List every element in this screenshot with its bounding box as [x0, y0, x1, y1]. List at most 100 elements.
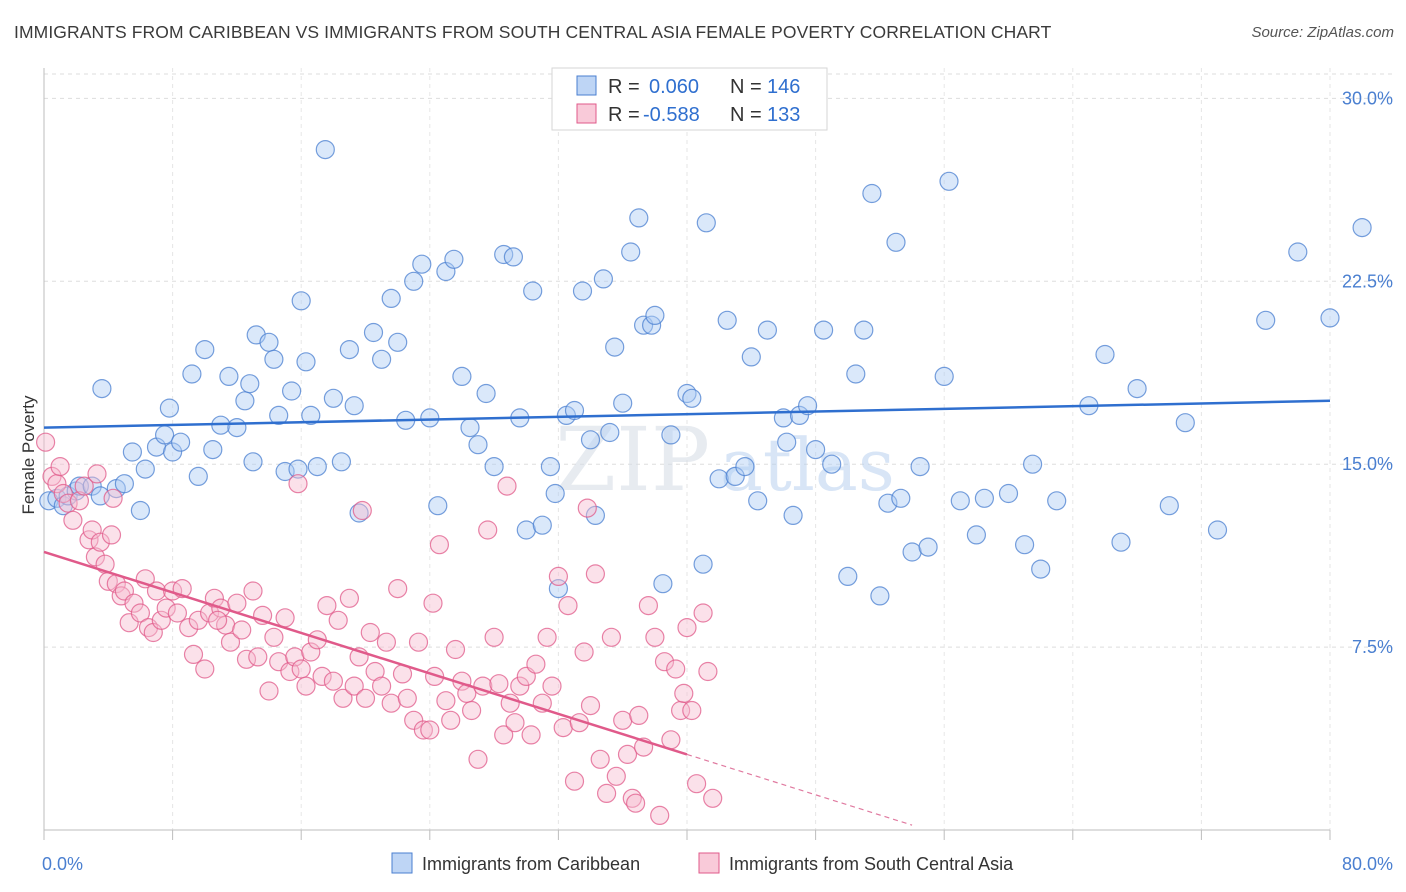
data-point	[510, 676, 530, 696]
data-point	[291, 291, 311, 311]
data-point	[542, 676, 562, 696]
legend-bottom: Immigrants from Caribbean Immigrants fro…	[391, 852, 1014, 874]
data-point	[813, 320, 834, 340]
data-point	[1320, 308, 1340, 328]
data-point	[1047, 491, 1067, 511]
data-point	[436, 691, 456, 711]
axes	[43, 68, 1331, 840]
data-point	[974, 488, 995, 508]
data-point	[428, 496, 448, 516]
data-point	[650, 805, 670, 826]
grid-lines	[43, 68, 1392, 830]
data-point	[381, 288, 401, 308]
data-point	[182, 364, 202, 384]
data-point	[580, 430, 601, 450]
data-point	[248, 647, 268, 667]
data-point	[243, 452, 263, 472]
y-tick-label: 22.5%	[1342, 271, 1393, 291]
data-point	[939, 171, 959, 191]
data-point	[1256, 310, 1276, 330]
data-point	[264, 349, 284, 369]
data-point	[545, 483, 565, 504]
data-point	[918, 537, 938, 557]
data-point	[540, 457, 561, 477]
data-point	[404, 271, 424, 291]
data-point	[613, 393, 633, 413]
data-point	[593, 269, 614, 289]
data-point	[654, 652, 675, 672]
data-point	[870, 586, 890, 606]
data-point	[998, 483, 1019, 504]
data-point	[553, 717, 573, 738]
data-point	[441, 710, 461, 730]
data-point	[259, 681, 279, 701]
data-point	[666, 659, 686, 679]
legend-bottom-swatch-south-central-asia	[698, 852, 720, 874]
data-point	[910, 457, 930, 477]
data-point	[629, 208, 649, 228]
data-point	[408, 632, 429, 652]
data-point	[1352, 218, 1372, 238]
data-point	[596, 783, 617, 804]
data-point	[291, 659, 311, 679]
data-point	[468, 749, 488, 769]
data-point	[315, 140, 335, 160]
data-point	[87, 464, 107, 484]
legend-r-value-1: -0.588	[643, 104, 700, 126]
data-point	[585, 505, 606, 526]
data-point	[124, 593, 144, 613]
y-axis-label: Female Poverty	[19, 395, 38, 515]
data-point	[259, 332, 279, 352]
data-point	[489, 674, 509, 694]
data-point	[703, 788, 723, 808]
data-point	[360, 622, 380, 643]
legend-n-value-0: 146	[767, 76, 800, 98]
data-point	[163, 442, 183, 462]
data-point	[698, 661, 718, 682]
data-point	[1111, 532, 1131, 552]
legend-swatch-caribbean	[576, 75, 597, 96]
data-point	[425, 666, 445, 687]
data-point	[220, 632, 241, 652]
data-point	[122, 442, 142, 462]
data-point	[429, 535, 449, 555]
data-point	[404, 710, 424, 730]
y-tick-label: 7.5%	[1352, 637, 1393, 657]
data-point	[521, 725, 541, 745]
data-point	[344, 676, 364, 696]
data-point	[462, 700, 482, 721]
data-point	[195, 340, 215, 360]
data-point	[1031, 559, 1051, 579]
data-point	[590, 749, 610, 769]
data-point	[1014, 535, 1035, 555]
data-point	[613, 710, 633, 730]
data-point	[90, 532, 110, 552]
data-point	[574, 642, 594, 662]
data-point	[301, 405, 321, 425]
data-point	[296, 676, 316, 696]
data-point	[677, 617, 697, 638]
data-point	[674, 683, 694, 704]
data-point	[709, 469, 729, 489]
data-point	[35, 432, 56, 452]
data-point	[741, 347, 761, 367]
data-point	[564, 400, 585, 421]
data-point	[85, 547, 106, 567]
data-point	[159, 398, 179, 418]
data-point	[503, 247, 524, 267]
data-point	[645, 627, 665, 647]
chart-source: Source: ZipAtlas.com	[1251, 24, 1394, 41]
data-point	[572, 281, 593, 301]
data-point	[114, 474, 135, 494]
chart-title: IMMIGRANTS FROM CARIBBEAN VS IMMIGRANTS …	[14, 22, 1052, 42]
data-point	[484, 457, 504, 477]
data-point	[388, 332, 408, 352]
series-1-points	[35, 432, 723, 826]
data-point	[240, 374, 260, 394]
data-point	[682, 388, 702, 408]
data-point	[372, 676, 392, 696]
data-point	[717, 310, 737, 330]
data-point	[629, 705, 649, 726]
data-point	[505, 713, 525, 733]
data-point	[696, 213, 716, 233]
